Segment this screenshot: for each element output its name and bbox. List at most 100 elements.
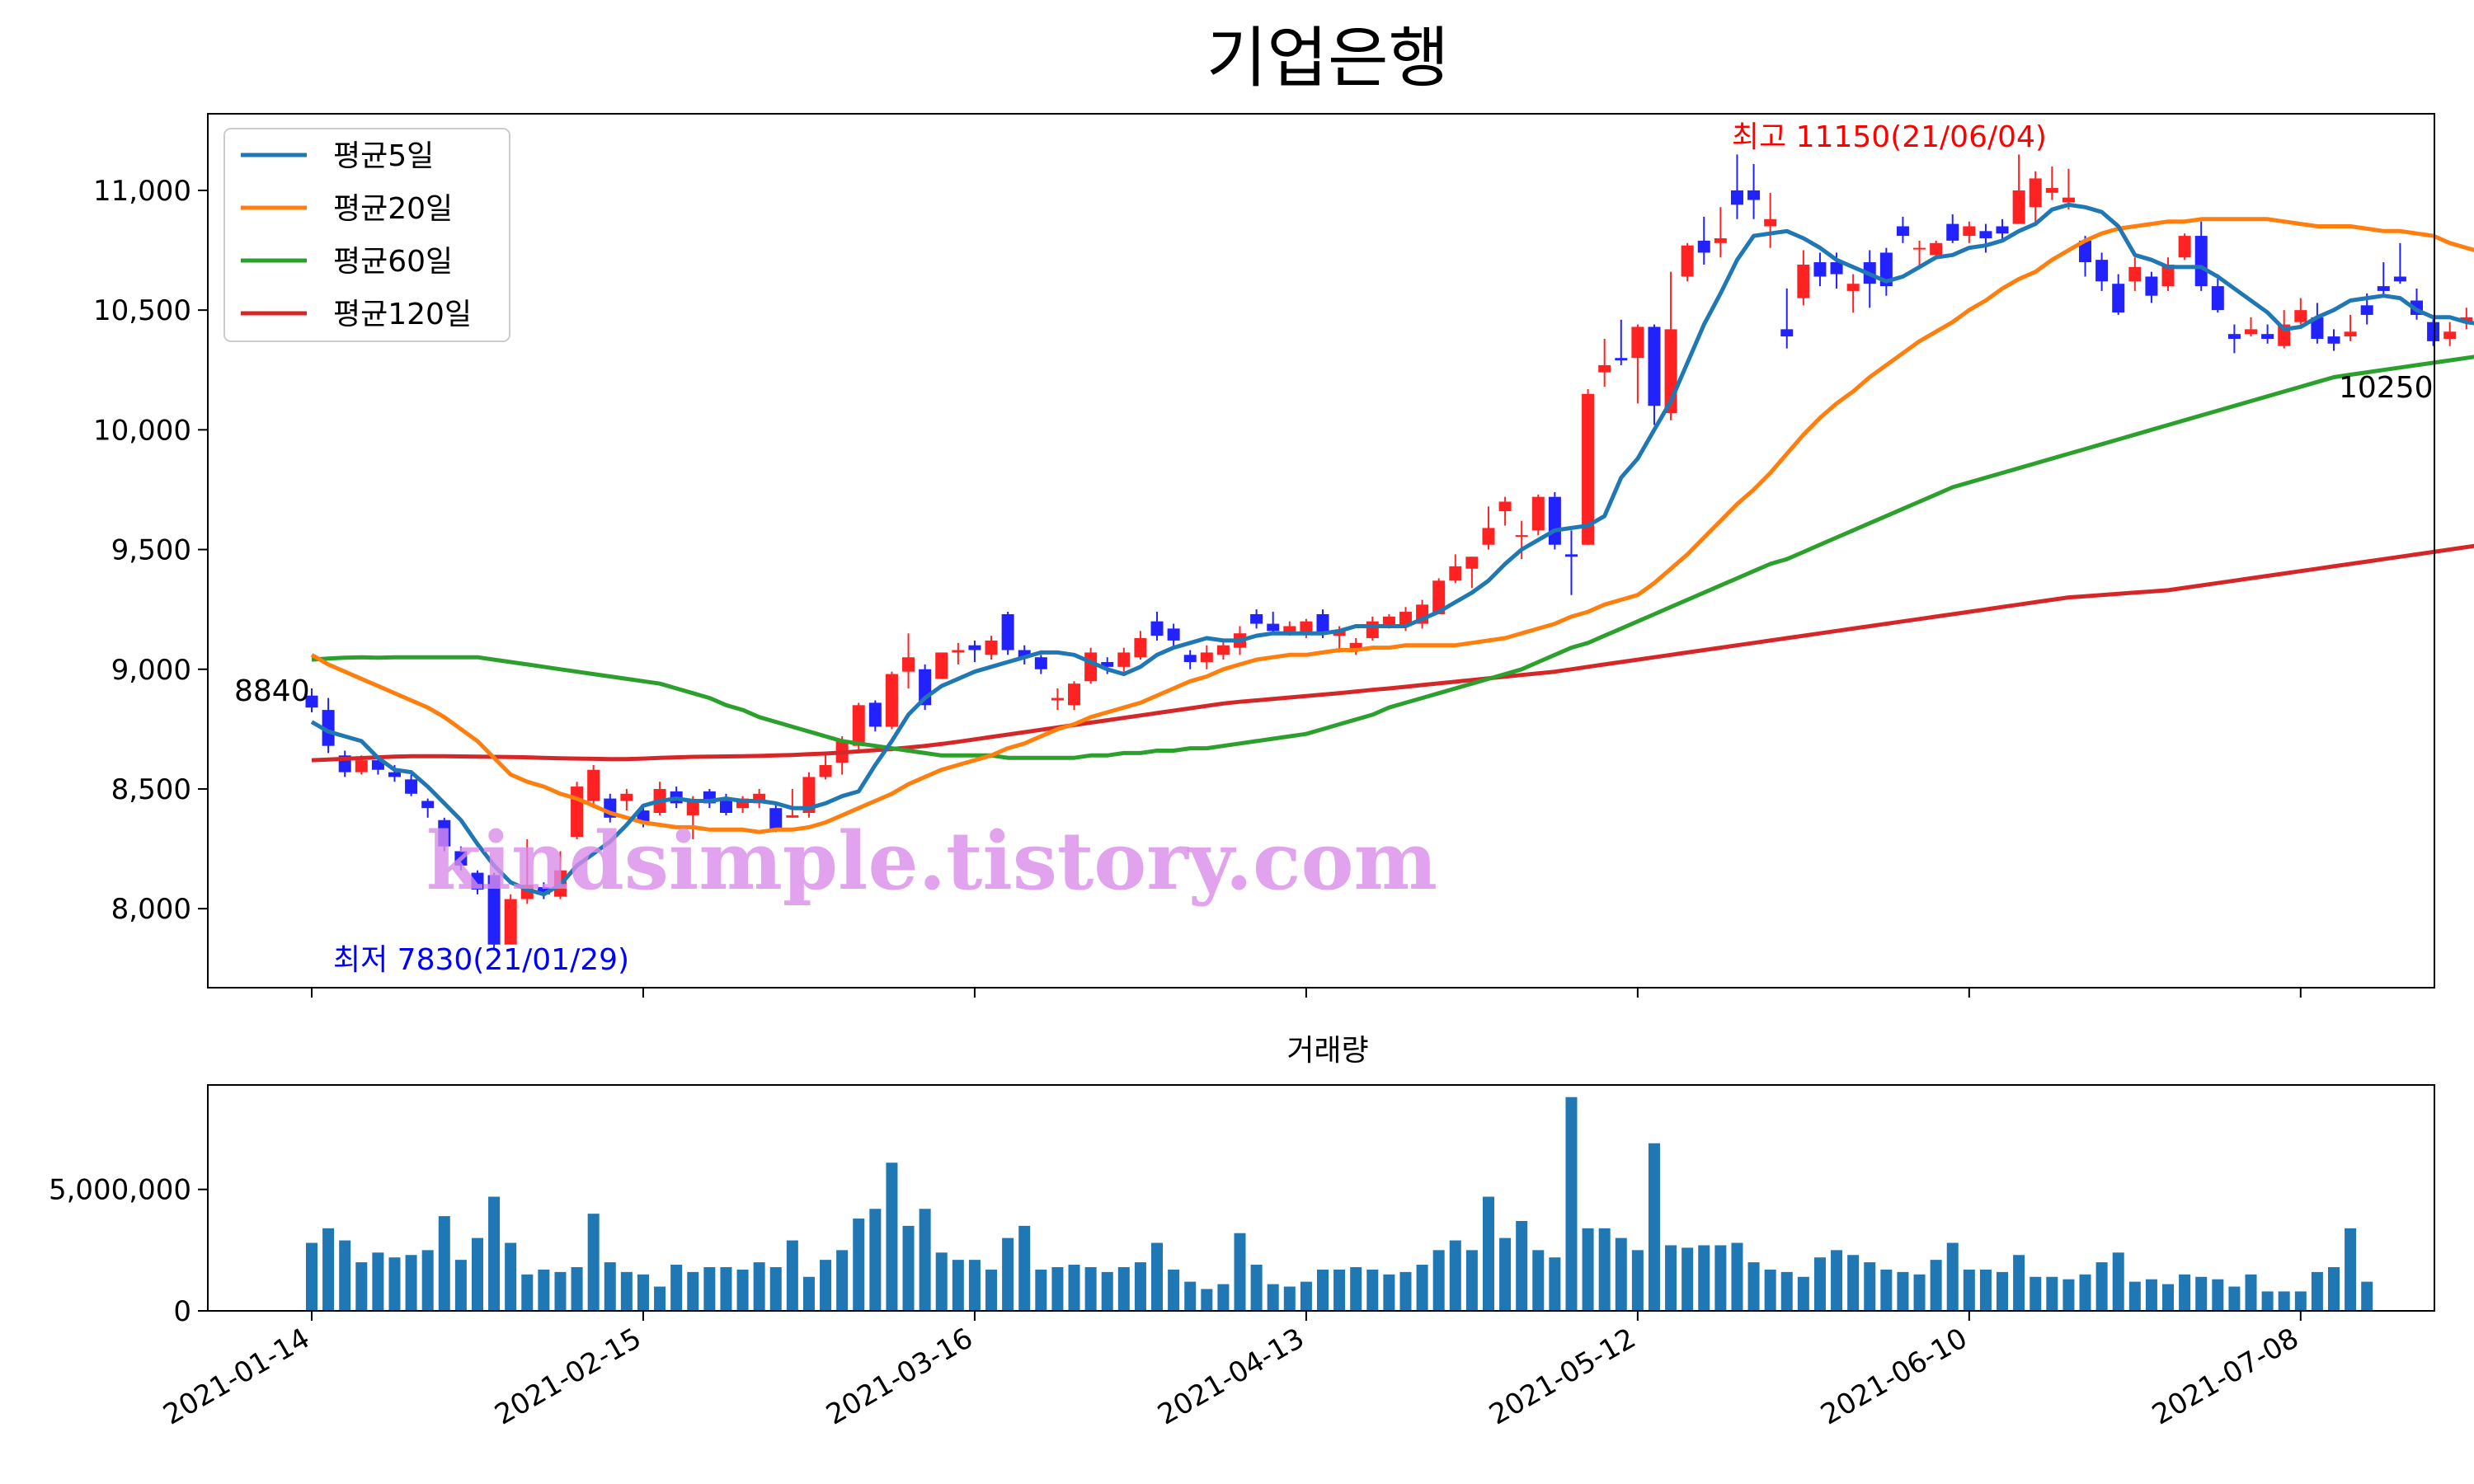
volume-panel-title: 거래량 [1286, 1034, 1368, 1068]
legend-label-ma5: 평균5일 [333, 139, 434, 173]
volume-bar [720, 1266, 732, 1311]
volume-bar [2013, 1255, 2025, 1311]
candle-body [487, 875, 501, 945]
price-ytick-label: 10,000 [93, 414, 191, 447]
volume-bar [1482, 1196, 1494, 1311]
x-tick-label: 2021-03-16 [821, 1322, 978, 1431]
volume-bar [1698, 1245, 1710, 1311]
candle-body [1001, 613, 1014, 650]
volume-bar [1035, 1269, 1047, 1311]
volume-bar [1184, 1281, 1197, 1311]
candle-body [1963, 226, 1976, 237]
volume-bar [886, 1162, 898, 1311]
candle-body [1598, 364, 1611, 373]
candle-body [2261, 334, 2274, 339]
candle-body [802, 777, 816, 813]
candle-body [471, 872, 484, 890]
candle-body [1382, 616, 1395, 627]
candle-body [2427, 322, 2440, 341]
volume-bar [2030, 1276, 2042, 1311]
candle-body [2327, 336, 2340, 344]
volume-bar [1615, 1237, 1627, 1311]
candle-body [2178, 236, 2191, 258]
volume-bar [454, 1260, 467, 1311]
volume-ytick-label: 5,000,000 [49, 1174, 191, 1207]
volume-bar [306, 1242, 317, 1311]
candle-body [1631, 326, 1644, 359]
volume-bar [1598, 1228, 1611, 1311]
volume-bar [1780, 1271, 1793, 1311]
candle-body [2294, 310, 2307, 322]
candle-body [902, 657, 915, 672]
candle-body [852, 705, 865, 746]
candle-body [1648, 326, 1661, 406]
volume-bar [372, 1252, 384, 1311]
candle-body [1084, 652, 1098, 682]
candle-body [736, 798, 750, 809]
candle-body [1200, 652, 1213, 663]
watermark-text: kindsimple.tistory.com [426, 815, 1437, 908]
volume-bar [2128, 1281, 2141, 1311]
volume-bar [2212, 1279, 2224, 1311]
candle-body [1615, 358, 1628, 361]
volume-bar [2079, 1274, 2091, 1311]
volume-bar [1449, 1240, 1461, 1311]
high-annotation: 최고 11150(21/06/04) [1732, 120, 2047, 154]
volume-ytick-label: 0 [173, 1295, 191, 1328]
candle-body [1101, 662, 1114, 667]
volume-bar [1416, 1265, 1428, 1311]
volume-bar [1051, 1266, 1064, 1311]
candle-body [1482, 528, 1495, 545]
volume-bar [538, 1269, 550, 1311]
volume-bar [1648, 1143, 1660, 1311]
volume-bar [1366, 1269, 1379, 1311]
candle-body [1896, 226, 1909, 237]
volume-bar [2278, 1291, 2290, 1311]
volume-bar [2046, 1276, 2058, 1311]
volume-bar [1747, 1262, 1760, 1311]
volume-bar [1997, 1271, 2009, 1311]
candle-body [2460, 317, 2473, 322]
ma120-line [311, 543, 2474, 763]
volume-bar [1101, 1271, 1113, 1311]
legend-box [223, 128, 510, 342]
volume-bar [2179, 1274, 2191, 1311]
volume-bar [820, 1260, 832, 1311]
candle-body [753, 793, 766, 804]
candle-body [1846, 284, 1860, 291]
candle-body [2377, 286, 2390, 291]
price-ytick-label: 8,000 [111, 893, 191, 926]
candle-body [1333, 631, 1346, 636]
volume-bar [703, 1266, 716, 1311]
volume-bar [571, 1266, 583, 1311]
candle-body [1764, 218, 1777, 227]
volume-bar [1234, 1233, 1246, 1311]
volume-bar [853, 1219, 865, 1311]
volume-bar [1267, 1284, 1279, 1311]
volume-bar [1465, 1250, 1478, 1311]
volume-bar [919, 1209, 931, 1311]
volume-bar [471, 1237, 483, 1311]
volume-panel-frame [207, 1084, 2435, 1312]
volume-bar [355, 1262, 368, 1311]
candle-body [1681, 245, 1694, 277]
volume-bar [637, 1274, 649, 1311]
candle-body [1582, 393, 1595, 545]
volume-bar [2328, 1266, 2340, 1311]
candle-body [1465, 556, 1479, 569]
candle-body [1018, 650, 1031, 658]
candle-body [1250, 613, 1263, 624]
x-tick-label: 2021-06-10 [1815, 1322, 1973, 1431]
volume-bar [769, 1266, 782, 1311]
candle-body [2095, 260, 2109, 282]
first-close-label: 8840 [234, 674, 310, 708]
volume-bar [836, 1250, 849, 1311]
candle-body [1051, 697, 1064, 701]
legend-label-ma20: 평균20일 [333, 192, 453, 226]
volume-bar [1731, 1242, 1743, 1311]
candle-body [504, 899, 517, 945]
candle-body [2012, 190, 2025, 224]
candle-body [2062, 197, 2075, 203]
candle-body [1531, 496, 1545, 531]
candle-body [1366, 621, 1379, 638]
